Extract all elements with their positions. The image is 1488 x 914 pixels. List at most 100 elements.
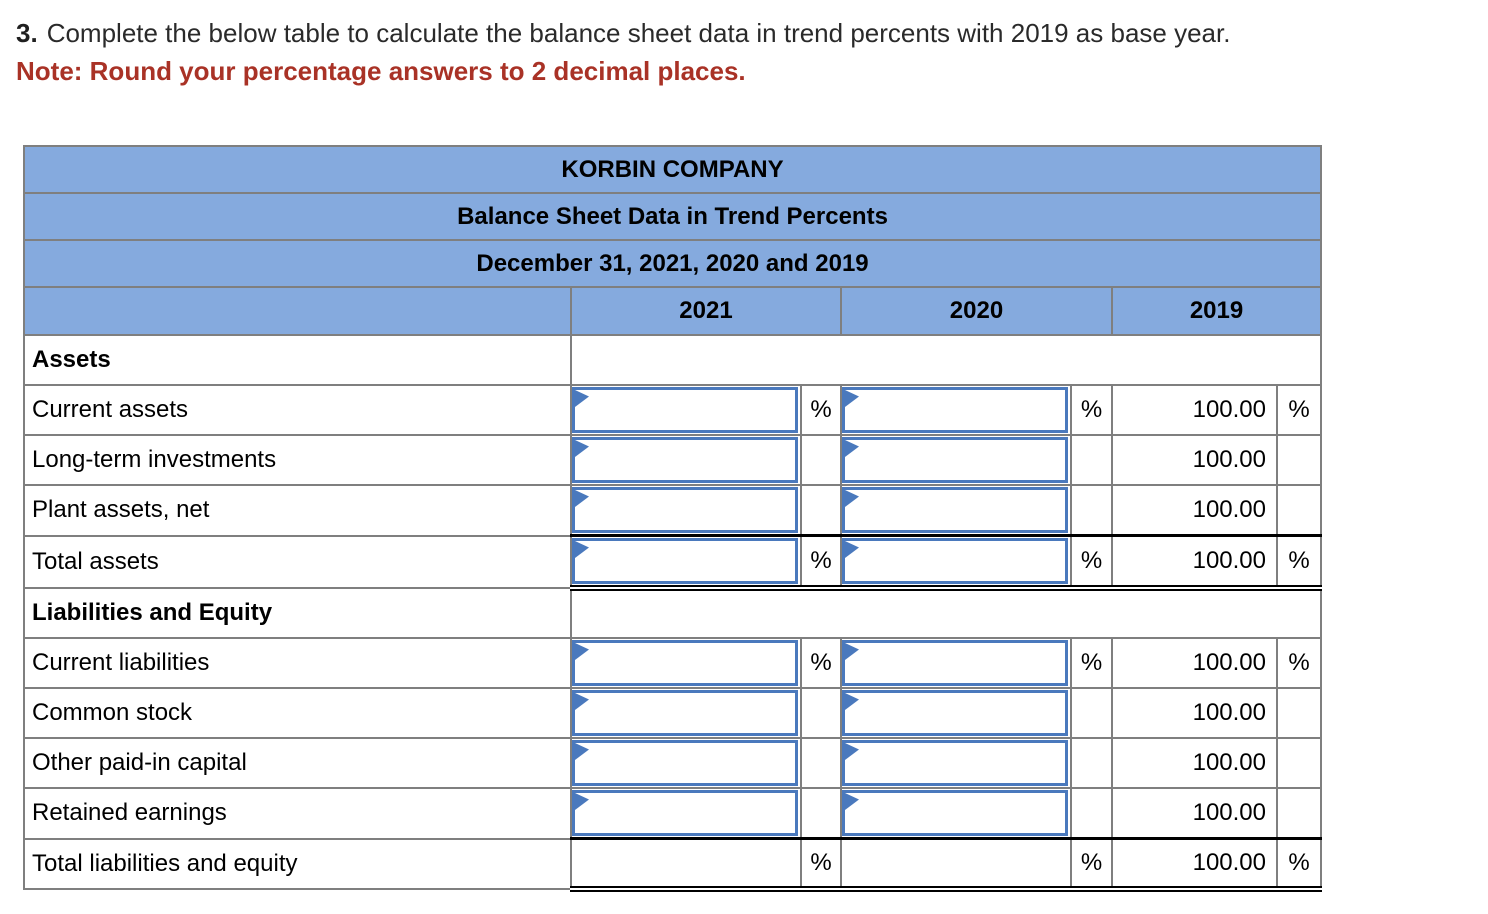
cell-retained-earnings-2020 [840, 787, 1072, 840]
table-row-current-assets: Current assets % % 100.00 % [23, 384, 1323, 436]
cell-plant-assets-net-2021 [570, 484, 802, 537]
input-long-term-investments-2021[interactable] [573, 437, 798, 483]
row-label-plant-assets-net: Plant assets, net [23, 484, 572, 537]
percent-blank [800, 434, 842, 486]
row-label-current-liabilities: Current liabilities [23, 637, 572, 689]
cell-plant-assets-net-2020 [840, 484, 1072, 537]
row-label-total-assets: Total assets [23, 534, 572, 589]
input-other-paid-in-capital-2020[interactable] [843, 740, 1068, 786]
input-plant-assets-net-2021[interactable] [573, 487, 798, 533]
section-label-assets: Assets [23, 334, 572, 386]
table-row-retained-earnings: Retained earnings 100.00 [23, 787, 1323, 840]
answer-box [843, 790, 1068, 836]
row-label-long-term-investments: Long-term investments [23, 434, 572, 486]
cell-common-stock-2020 [840, 687, 1072, 739]
percent-blank [800, 787, 842, 840]
percent-sign: % [800, 384, 842, 436]
section-row-liabilities-and-equity: Liabilities and Equity [23, 587, 1323, 639]
cell-current-liabilities-2021 [570, 637, 802, 689]
cell-other-paid-in-capital-2021 [570, 737, 802, 789]
input-long-term-investments-2020[interactable] [843, 437, 1068, 483]
answer-box [843, 640, 1068, 686]
balance-sheet-table-container: KORBIN COMPANY Balance Sheet Data in Tre… [22, 145, 1488, 892]
year-header-2020: 2020 [840, 286, 1113, 336]
answer-box [573, 387, 798, 433]
percent-sign: % [1070, 534, 1113, 591]
percent-blank [1070, 687, 1113, 739]
answer-box [843, 740, 1068, 786]
table-row-total-liabilities-and-equity: Total liabilities and equity % % 100.00 … [23, 837, 1323, 892]
cell-retained-earnings-2021 [570, 787, 802, 840]
percent-sign: % [800, 637, 842, 689]
base-value-other-paid-in-capital-2019: 100.00 [1111, 737, 1278, 789]
answer-box [573, 690, 798, 736]
answer-box [843, 387, 1068, 433]
row-label-common-stock: Common stock [23, 687, 572, 739]
percent-sign: % [1275, 637, 1323, 689]
input-common-stock-2021[interactable] [573, 690, 798, 736]
cell-total-assets-2020 [840, 534, 1072, 591]
base-value-retained-earnings-2019: 100.00 [1111, 787, 1278, 840]
input-current-assets-2021[interactable] [573, 387, 798, 433]
percent-blank [1275, 484, 1323, 537]
answer-box [843, 690, 1068, 736]
answer-box [573, 538, 798, 583]
table-title-period: December 31, 2021, 2020 and 2019 [22, 239, 1323, 288]
row-label-current-assets: Current assets [23, 384, 572, 436]
year-header-blank [23, 286, 572, 336]
row-label-total-liabilities-and-equity: Total liabilities and equity [23, 837, 572, 890]
percent-sign: % [1070, 837, 1113, 892]
input-current-liabilities-2020[interactable] [843, 640, 1068, 686]
input-retained-earnings-2020[interactable] [843, 790, 1068, 836]
input-current-assets-2020[interactable] [843, 387, 1068, 433]
table-header-subtitle-row: Balance Sheet Data in Trend Percents [22, 192, 1323, 241]
year-header-2019: 2019 [1110, 286, 1323, 336]
cell-long-term-investments-2020 [840, 434, 1072, 486]
percent-blank [800, 687, 842, 739]
answer-box [843, 487, 1068, 533]
input-other-paid-in-capital-2021[interactable] [573, 740, 798, 786]
base-value-plant-assets-net-2019: 100.00 [1111, 484, 1278, 537]
input-total-assets-2021[interactable] [573, 538, 798, 583]
input-total-assets-2020[interactable] [843, 538, 1068, 583]
percent-sign: % [800, 534, 842, 591]
balance-sheet-table: KORBIN COMPANY Balance Sheet Data in Tre… [22, 145, 1323, 892]
cell-current-assets-2020 [840, 384, 1072, 436]
input-current-liabilities-2021[interactable] [573, 640, 798, 686]
table-header-period-row: December 31, 2021, 2020 and 2019 [22, 239, 1323, 288]
percent-blank [1275, 787, 1323, 840]
answer-box [573, 487, 798, 533]
percent-sign: % [1275, 384, 1323, 436]
input-common-stock-2020[interactable] [843, 690, 1068, 736]
answer-box [843, 538, 1068, 583]
answer-box [573, 790, 798, 836]
table-header-company-row: KORBIN COMPANY [22, 145, 1323, 194]
percent-blank [800, 484, 842, 537]
base-value-common-stock-2019: 100.00 [1111, 687, 1278, 739]
row-label-retained-earnings: Retained earnings [23, 787, 572, 840]
percent-sign: % [1275, 837, 1323, 892]
table-row-long-term-investments: Long-term investments 100.00 [23, 434, 1323, 486]
base-value-total-liabilities-and-equity-2019: 100.00 [1111, 837, 1278, 892]
table-row-other-paid-in-capital: Other paid-in capital 100.00 [23, 737, 1323, 789]
table-row-plant-assets-net: Plant assets, net 100.00 [23, 484, 1323, 537]
percent-blank [1275, 434, 1323, 486]
percent-blank [1070, 737, 1113, 789]
section-row-assets: Assets [23, 334, 1323, 386]
question-block: 3. Complete the below table to calculate … [0, 0, 1488, 90]
input-retained-earnings-2021[interactable] [573, 790, 798, 836]
percent-blank [800, 737, 842, 789]
table-title-subtitle: Balance Sheet Data in Trend Percents [22, 192, 1323, 241]
percent-sign: % [1070, 637, 1113, 689]
cell-total-liabilities-and-equity-2020 [840, 837, 1072, 892]
section-blank-liabilities-and-equity [569, 587, 1323, 639]
question-note: Note: Round your percentage answers to 2… [16, 56, 746, 86]
percent-blank [1070, 434, 1113, 486]
cell-total-assets-2021 [570, 534, 802, 591]
question-text: 3. Complete the below table to calculate … [16, 14, 1488, 52]
table-row-current-liabilities: Current liabilities % % 100.00 % [23, 637, 1323, 689]
percent-blank [1275, 737, 1323, 789]
percent-blank [1275, 687, 1323, 739]
question-instruction: Complete the below table to calculate th… [46, 18, 1231, 48]
input-plant-assets-net-2020[interactable] [843, 487, 1068, 533]
